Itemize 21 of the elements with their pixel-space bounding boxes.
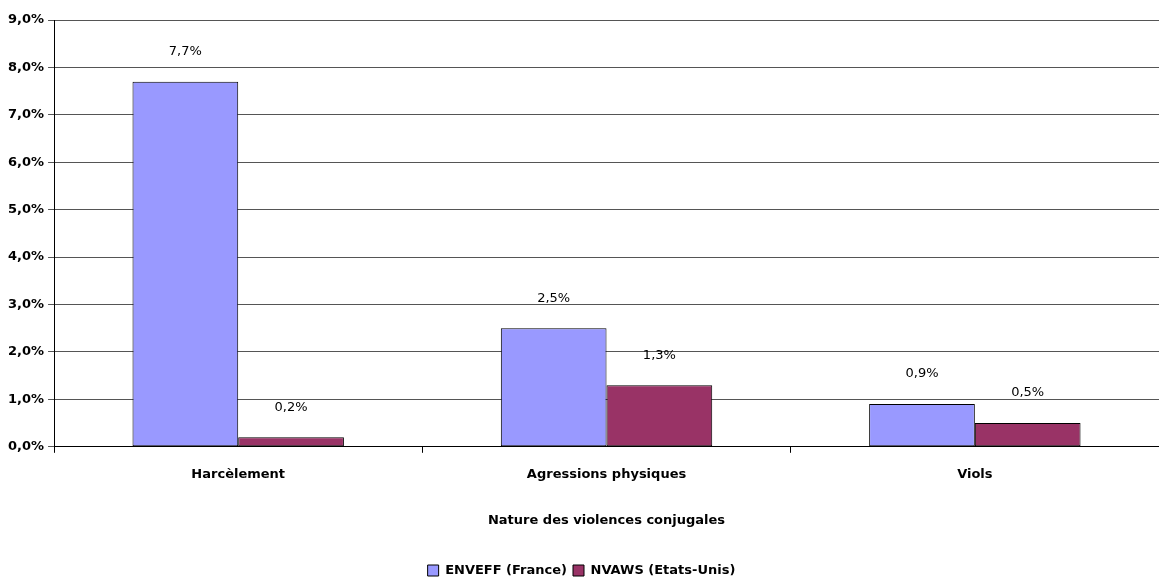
legend-label: ENVEFF (France) xyxy=(445,561,568,577)
y-tick-label: 2,0% xyxy=(7,343,45,359)
x-tick-label: Harcèlement xyxy=(191,465,286,481)
x-tick-label: Agressions physiques xyxy=(526,465,687,481)
data-label: 2,5% xyxy=(537,289,571,305)
y-tick-label: 6,0% xyxy=(7,153,45,169)
data-label: 7,7% xyxy=(168,43,202,59)
data-label: 0,2% xyxy=(274,398,308,414)
y-tick-label: 0,0% xyxy=(7,438,45,454)
y-tick-label: 4,0% xyxy=(7,248,45,264)
x-axis-title: Nature des violences conjugales xyxy=(487,511,726,527)
y-tick-label: 9,0% xyxy=(7,11,45,27)
y-tick-label: 3,0% xyxy=(7,295,45,311)
y-tick-label: 7,0% xyxy=(7,106,45,122)
data-label: 0,9% xyxy=(905,365,939,381)
y-tick-label: 5,0% xyxy=(7,201,45,217)
x-tick-label: Viols xyxy=(957,465,993,481)
data-label: 0,5% xyxy=(1011,384,1045,400)
legend-label: NVAWS (Etats-Unis) xyxy=(590,561,736,577)
y-tick-label: 1,0% xyxy=(7,390,45,406)
y-tick-label: 8,0% xyxy=(7,58,45,74)
